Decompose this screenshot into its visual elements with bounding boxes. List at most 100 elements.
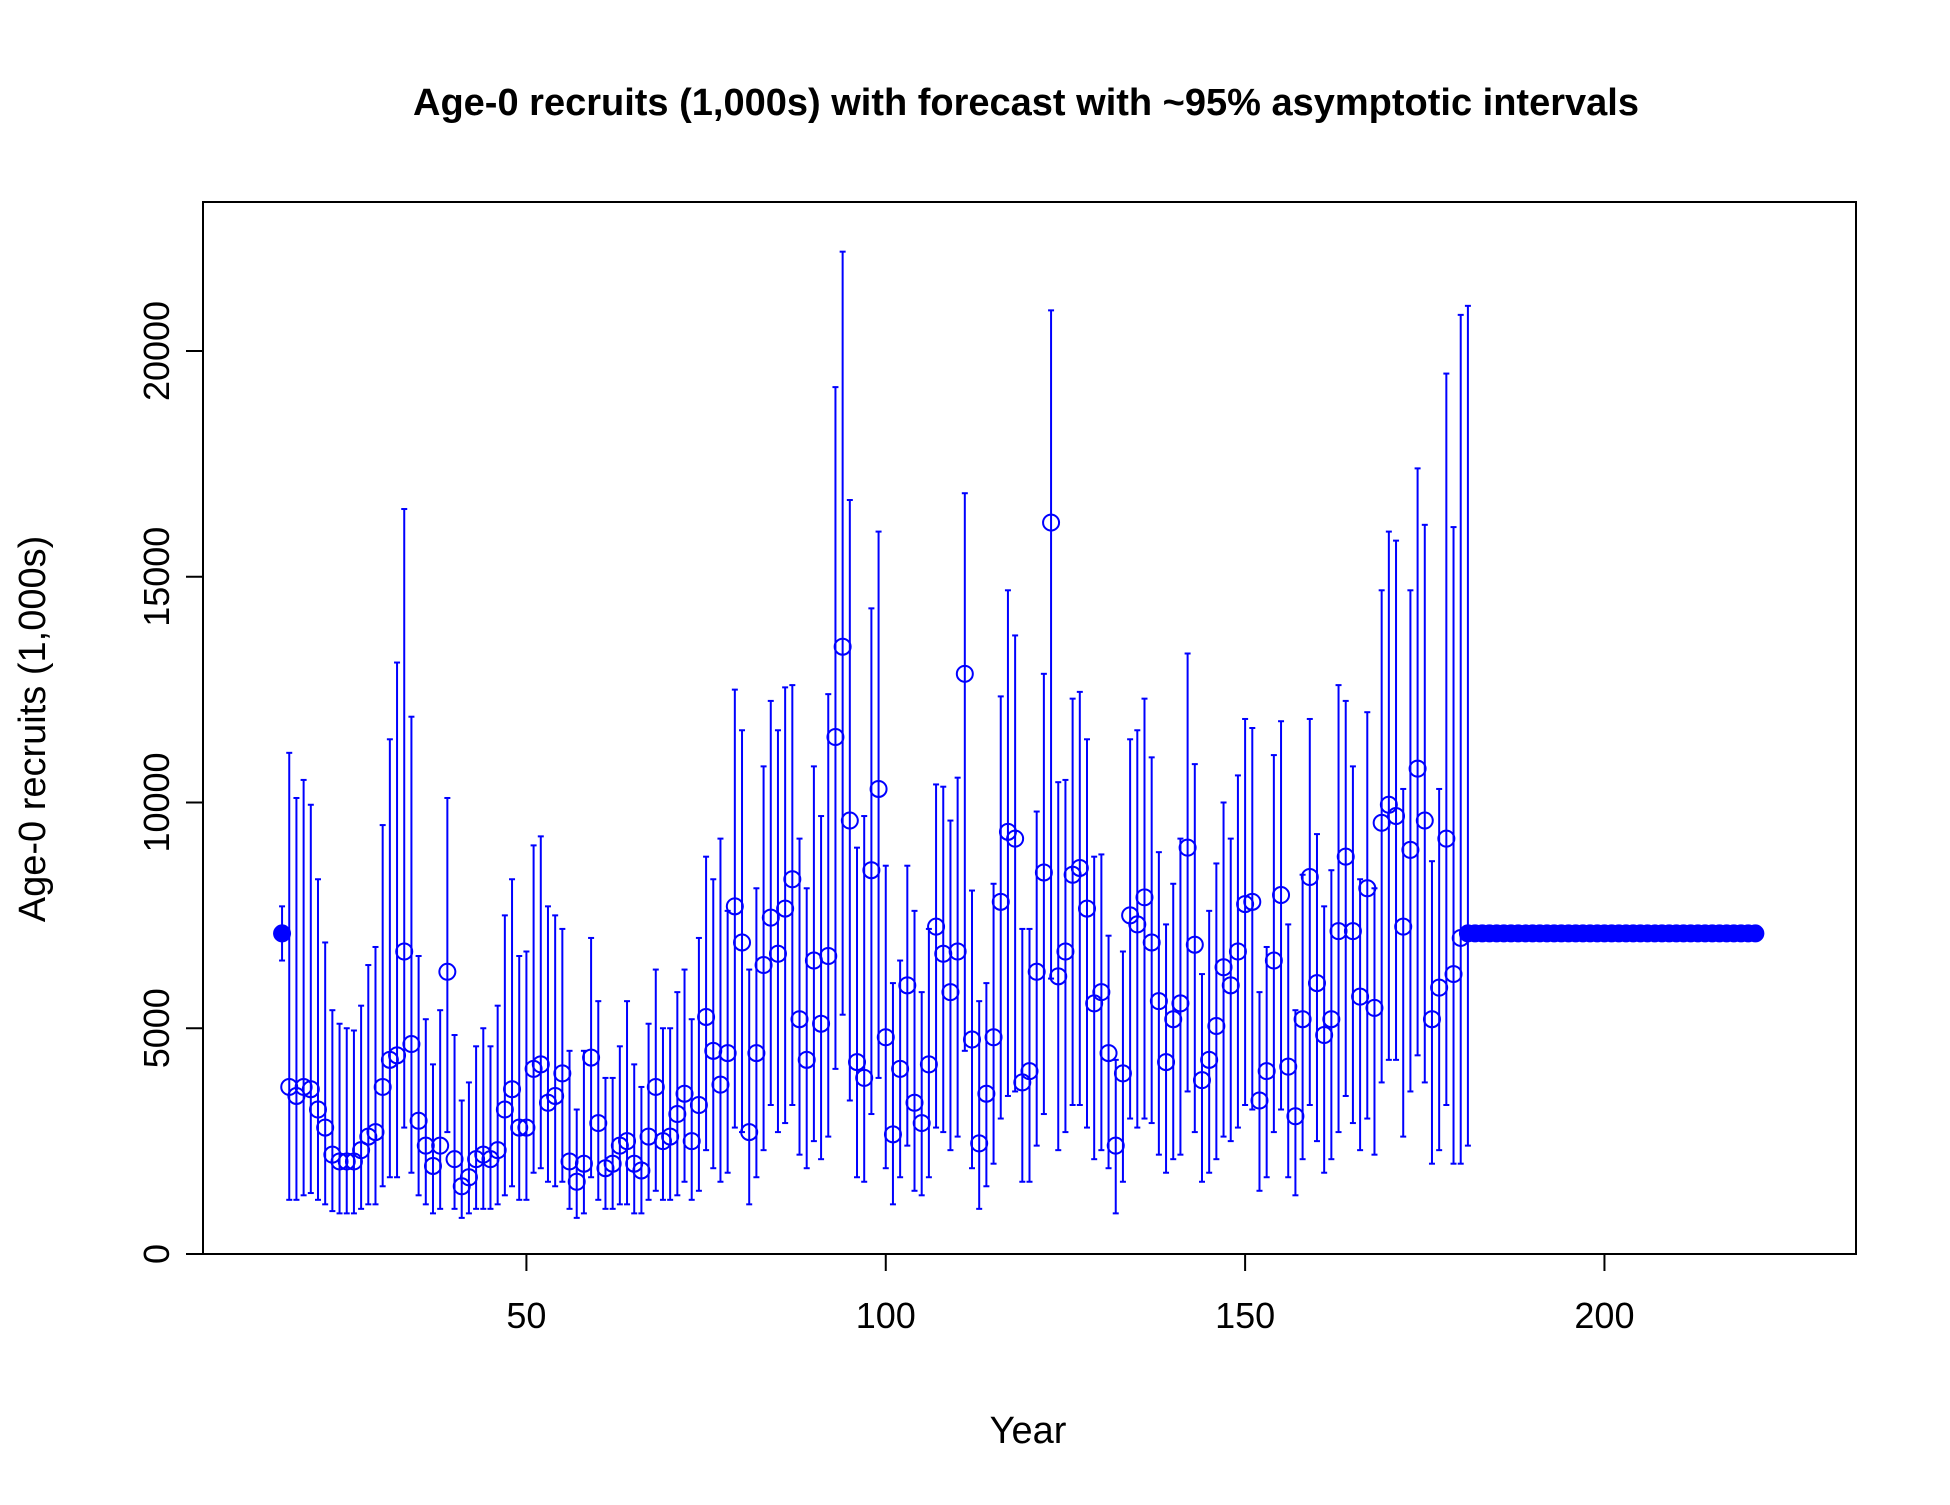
- chart-title: Age-0 recruits (1,000s) with forecast wi…: [413, 82, 1639, 124]
- data-point: [560, 1152, 579, 1171]
- data-point: [682, 1132, 701, 1151]
- y-tick-label: 0: [136, 1244, 177, 1264]
- data-point: [833, 637, 852, 656]
- data-point: [855, 1068, 874, 1087]
- data-point: [675, 1084, 694, 1103]
- data-point: [352, 1141, 371, 1160]
- data-point: [661, 1127, 680, 1146]
- data-point: [1228, 942, 1247, 961]
- data-point: [1415, 811, 1434, 830]
- data-point: [1279, 1057, 1298, 1076]
- data-point: [1142, 933, 1161, 952]
- data-point: [1264, 951, 1283, 970]
- y-tick-label: 20000: [136, 301, 177, 401]
- data-point: [1099, 1044, 1118, 1063]
- data-point: [718, 1044, 737, 1063]
- data-point: [704, 1041, 723, 1060]
- data-point: [1444, 965, 1463, 984]
- forecast-point: [273, 924, 292, 943]
- data-point: [776, 899, 795, 918]
- data-point: [948, 942, 967, 961]
- data-point: [1437, 829, 1456, 848]
- data-point: [840, 811, 859, 830]
- data-point: [883, 1125, 902, 1144]
- data-point: [603, 1154, 622, 1173]
- data-point: [366, 1123, 385, 1142]
- data-point: [438, 962, 457, 981]
- y-tick-label: 10000: [136, 752, 177, 852]
- data-point: [517, 1118, 536, 1137]
- data-point: [1365, 998, 1384, 1017]
- x-tick-label: 50: [506, 1295, 546, 1336]
- data-point: [1106, 1136, 1125, 1155]
- data-point: [459, 1168, 478, 1187]
- data-point: [869, 779, 888, 798]
- data-point: [754, 956, 773, 975]
- x-tick-label: 150: [1215, 1295, 1275, 1336]
- data-point: [1027, 962, 1046, 981]
- data-point: [819, 947, 838, 966]
- data-point: [905, 1093, 924, 1112]
- data-point: [618, 1132, 637, 1151]
- x-tick-label: 200: [1574, 1295, 1634, 1336]
- data-point: [431, 1136, 450, 1155]
- error-bars: [279, 250, 1471, 1219]
- data-point: [1293, 1010, 1312, 1029]
- data-point: [423, 1156, 442, 1175]
- data-point: [1387, 807, 1406, 826]
- data-point: [1372, 813, 1391, 832]
- data-point: [1257, 1062, 1276, 1081]
- data-point: [862, 861, 881, 880]
- data-point: [553, 1064, 572, 1083]
- data-point: [1049, 967, 1068, 986]
- data-point: [546, 1086, 565, 1105]
- data-point: [919, 1055, 938, 1074]
- data-point: [1157, 1053, 1176, 1072]
- data-point: [1128, 915, 1147, 934]
- data-point: [991, 892, 1010, 911]
- data-point: [337, 1152, 356, 1171]
- data-point: [797, 1050, 816, 1069]
- data-point: [1221, 976, 1240, 995]
- plot-frame: [202, 201, 1857, 1255]
- data-point: [632, 1161, 651, 1180]
- y-tick-label: 5000: [136, 988, 177, 1068]
- data-point: [1422, 1010, 1441, 1029]
- data-point: [891, 1059, 910, 1078]
- data-point: [783, 870, 802, 889]
- data-point: [1042, 513, 1061, 532]
- data-point: [668, 1105, 687, 1124]
- data-point: [1020, 1062, 1039, 1081]
- data-point: [316, 1118, 335, 1137]
- data-point: [1192, 1071, 1211, 1090]
- data-point: [941, 983, 960, 1002]
- data-points: [273, 513, 1765, 1196]
- data-point: [768, 944, 787, 963]
- data-point: [1351, 987, 1370, 1006]
- y-axis-label: Age-0 recruits (1,000s): [12, 536, 54, 923]
- data-point: [1207, 1016, 1226, 1035]
- data-point: [848, 1053, 867, 1072]
- data-point: [1329, 922, 1348, 941]
- data-point: [373, 1077, 392, 1096]
- data-point: [912, 1114, 931, 1133]
- data-point: [567, 1172, 586, 1191]
- forecast-point: [1746, 924, 1765, 943]
- data-point: [1006, 829, 1025, 848]
- data-point: [697, 1007, 716, 1026]
- data-point: [725, 897, 744, 916]
- data-point: [1236, 895, 1255, 914]
- data-point: [963, 1030, 982, 1049]
- y-tick-label: 15000: [136, 527, 177, 627]
- data-point: [416, 1136, 435, 1155]
- data-point: [1171, 994, 1190, 1013]
- data-point: [1164, 1010, 1183, 1029]
- data-point: [1336, 847, 1355, 866]
- data-point: [1214, 958, 1233, 977]
- data-point: [1401, 840, 1420, 859]
- data-point: [1358, 879, 1377, 898]
- data-point: [589, 1114, 608, 1133]
- x-tick-label: 100: [856, 1295, 916, 1336]
